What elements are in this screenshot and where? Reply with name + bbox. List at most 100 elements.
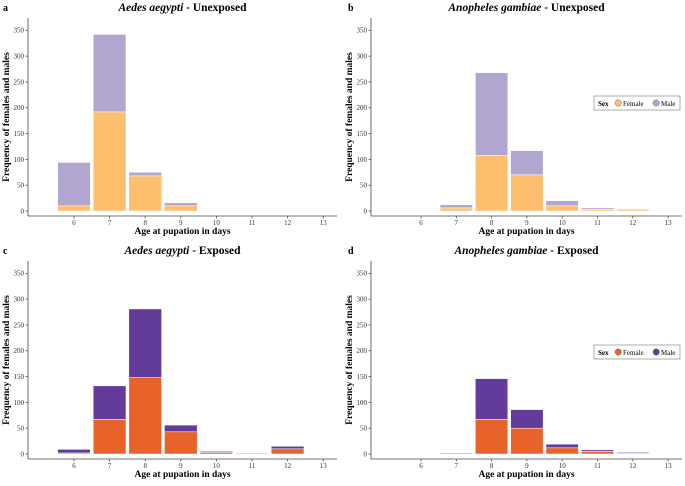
y-tick-label: 250 — [14, 321, 25, 329]
panel-title-suffix: - Exposed — [189, 245, 241, 257]
bar-male-6 — [57, 162, 91, 207]
x-axis-title: Age at pupation in days — [478, 470, 574, 480]
y-tick-label: 350 — [14, 27, 25, 35]
bar-male-10 — [545, 200, 579, 207]
y-tick-label: 200 — [357, 347, 368, 355]
bar-male-10 — [199, 451, 234, 453]
bar-female-10 — [545, 205, 579, 212]
legend: Sex Female Male — [593, 95, 681, 111]
y-tick-label: 50 — [17, 425, 25, 433]
bar-male-9 — [510, 150, 544, 176]
bar-male-12 — [616, 208, 650, 210]
y-tick-label: 150 — [357, 130, 368, 138]
y-tick-label: 50 — [360, 182, 368, 190]
x-tick-label: 9 — [525, 219, 529, 227]
legend: Sex Female Male — [593, 344, 681, 360]
panel-d: d Anopheles gambiae - Exposed 0 50 100 150 200… — [345, 245, 682, 480]
bar-female-11 — [235, 453, 269, 455]
x-tick-label: 6 — [419, 462, 423, 470]
x-tick-label: 10 — [559, 462, 567, 470]
panel-title: Aedes aegypti - Unexposed — [117, 2, 247, 14]
bar-female-7 — [439, 207, 473, 212]
x-tick-label: 11 — [249, 219, 256, 227]
y-tick-label: 0 — [364, 207, 368, 215]
y-tick-label: 350 — [357, 270, 368, 278]
x-tick-label: 9 — [179, 462, 183, 470]
x-tick-label: 11 — [249, 462, 256, 470]
x-tick-label: 12 — [629, 219, 637, 227]
y-axis-title: Frequency of females and males — [2, 295, 12, 425]
x-tick-label: 7 — [455, 462, 459, 470]
panel-letter: b — [348, 3, 354, 14]
legend-box — [593, 95, 681, 111]
y-tick-label: 350 — [14, 270, 25, 278]
y-axis-title: Frequency of females and males — [2, 52, 12, 182]
y-tick-label: 350 — [357, 27, 368, 35]
bar-male-12 — [270, 446, 305, 450]
y-tick-label: 300 — [14, 53, 25, 61]
x-tick-label: 13 — [665, 462, 673, 470]
x-tick-label: 10 — [559, 219, 567, 227]
x-tick-label: 11 — [594, 219, 601, 227]
bar-female-11 — [581, 451, 614, 455]
y-tick-label: 100 — [357, 156, 368, 164]
y-axis-title: Frequency of females and males — [345, 52, 355, 182]
y-tick-label: 250 — [357, 78, 368, 86]
legend-entry-female: Female — [623, 349, 644, 357]
x-tick-label: 12 — [284, 219, 292, 227]
bar-female-6 — [57, 205, 91, 212]
y-tick-label: 100 — [14, 399, 25, 407]
legend-entry-female: Female — [623, 100, 644, 108]
x-tick-label: 13 — [320, 219, 328, 227]
x-tick-label: 13 — [320, 462, 328, 470]
panel-title-suffix: - Exposed — [547, 245, 599, 257]
legend-title: Sex — [598, 349, 609, 357]
x-tick-label: 12 — [284, 462, 292, 470]
y-tick-label: 0 — [21, 207, 25, 215]
panel-title-suffix: - Unexposed — [541, 2, 605, 14]
y-tick-label: 300 — [14, 296, 25, 304]
x-tick-label: 11 — [594, 462, 601, 470]
panel-title-suffix: - Unexposed — [183, 2, 247, 14]
legend-title: Sex — [598, 100, 609, 108]
x-tick-label: 13 — [665, 219, 673, 227]
y-axis-title: Frequency of females and males — [345, 295, 355, 425]
x-tick-label: 8 — [143, 219, 147, 227]
x-tick-label: 12 — [629, 462, 637, 470]
bar-male-10 — [545, 443, 579, 449]
bar-male-12 — [616, 452, 650, 454]
panel-b: b Anopheles gambiae - Unexposed 0 50 100 150 2… — [345, 2, 682, 237]
y-tick-label: 50 — [360, 425, 368, 433]
panel-title-species: Anopheles gambiae — [453, 245, 547, 257]
panel-c: c Aedes aegypti - Exposed 0 50 100 150 200 250 3… — [2, 245, 337, 480]
y-tick-label: 0 — [364, 450, 368, 458]
x-tick-label: 9 — [179, 219, 183, 227]
bar-female-8 — [475, 154, 509, 212]
bar-female-10 — [545, 447, 579, 455]
panel-title: Anopheles gambiae - Unexposed — [447, 2, 605, 14]
x-tick-label: 9 — [525, 462, 529, 470]
y-tick-label: 100 — [14, 156, 25, 164]
bar-female-9 — [510, 174, 544, 212]
panel-letter: a — [3, 3, 8, 14]
x-tick-label: 8 — [490, 219, 494, 227]
legend-entry-male: Male — [661, 349, 675, 357]
bar-male-7 — [92, 385, 127, 420]
panel-a: a Aedes aegypti - Unexposed 0 50 100 150 200 25… — [2, 2, 337, 237]
legend-swatch-female — [614, 99, 622, 107]
x-tick-label: 10 — [213, 219, 221, 227]
bar-male-6 — [57, 449, 91, 454]
bar-male-7 — [439, 452, 473, 455]
legend-swatch-male — [652, 348, 660, 356]
y-tick-label: 200 — [14, 104, 25, 112]
y-tick-label: 250 — [357, 321, 368, 329]
bar-male-9 — [164, 202, 198, 207]
panel-title-species: Anopheles gambiae — [447, 2, 541, 14]
y-tick-label: 300 — [357, 296, 368, 304]
bar-female-8 — [128, 377, 162, 455]
bar-male-9 — [164, 424, 198, 433]
y-tick-label: 150 — [14, 373, 25, 381]
y-tick-label: 0 — [21, 450, 25, 458]
bar-male-7 — [439, 204, 473, 209]
